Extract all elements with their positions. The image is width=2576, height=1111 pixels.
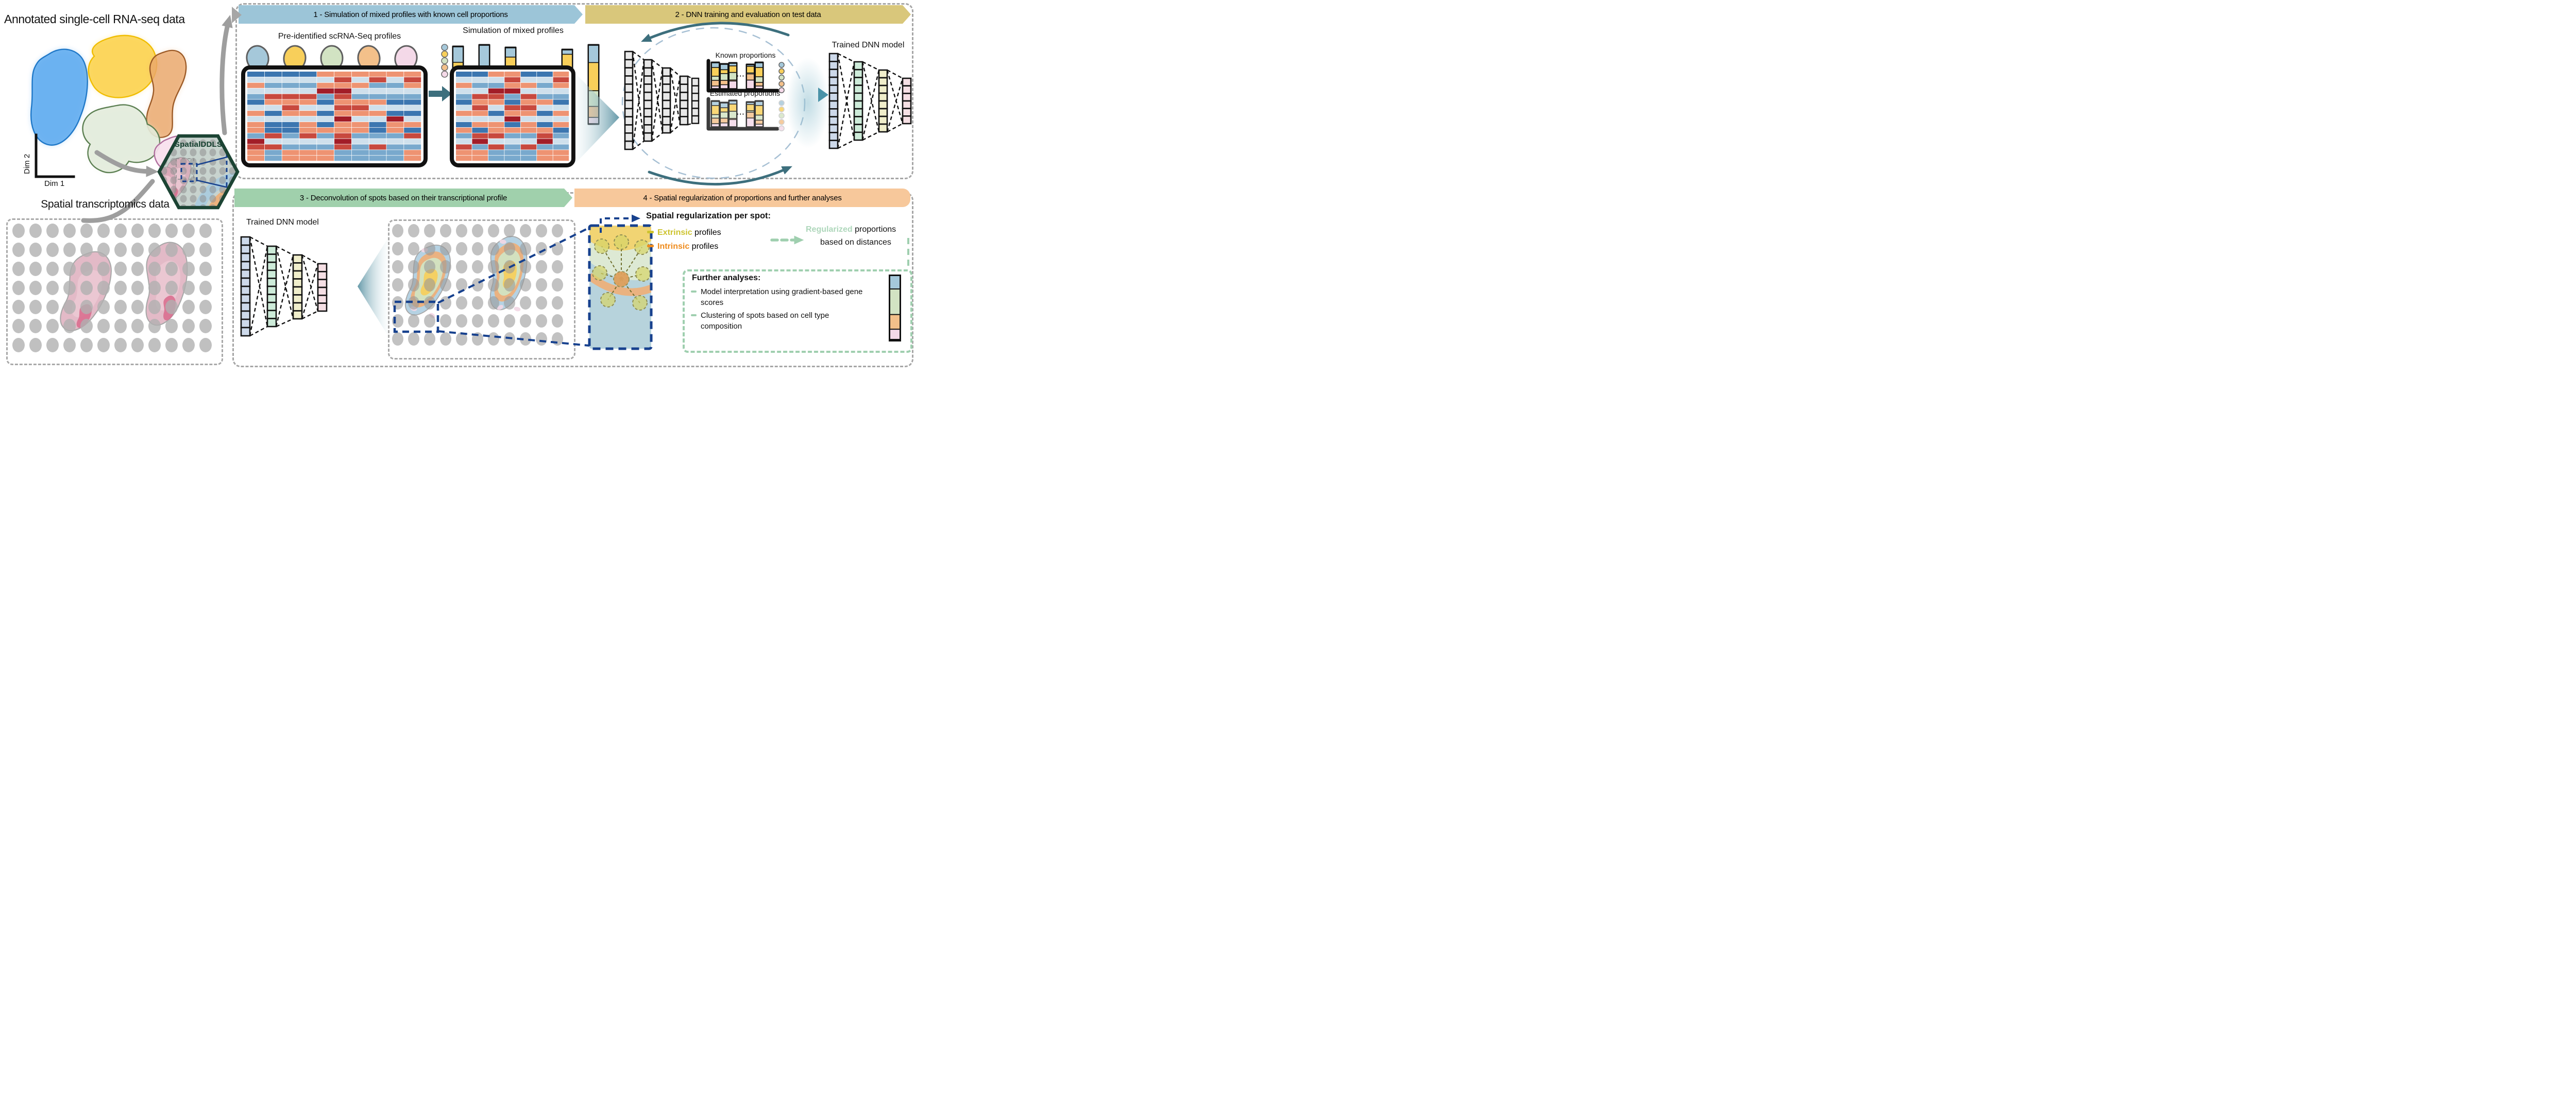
further-analyses-item: Clustering of spots based on cell type c… <box>691 310 869 332</box>
spatialddls-logo-label: SpatialDDLS <box>174 140 223 149</box>
regularized-term: Regularized <box>806 225 853 234</box>
intrinsic-rest: profiles <box>689 242 719 251</box>
label-regularized-proportions: Regularized proportions <box>806 225 896 234</box>
dnn-in-training <box>624 50 689 150</box>
label-based-on-distances: based on distances <box>820 238 891 247</box>
regularized-rest: proportions <box>852 225 896 234</box>
further-item-2-text: Clustering of spots based on cell type c… <box>701 311 829 331</box>
legend-extrinsic-profiles: Extrinsic profiles <box>647 228 721 237</box>
dim2-axis-label: Dim 2 <box>23 153 31 174</box>
step-banner-3: 3 - Deconvolution of spots based on thei… <box>234 189 572 207</box>
intrinsic-dash-icon <box>647 245 654 247</box>
extrinsic-dash-icon <box>647 231 654 233</box>
label-preidentified-profiles: Pre-identified scRNA-Seq profiles <box>278 32 401 41</box>
deconvolved-spots-box <box>388 219 575 360</box>
step-banner-1-label: 1 - Simulation of mixed profiles with kn… <box>313 10 508 19</box>
label-known-proportions: Known proportions <box>715 51 776 59</box>
known-proportions-stacks <box>706 59 785 93</box>
legend-intrinsic-profiles: Intrinsic profiles <box>647 242 718 251</box>
figure-canvas: 1 - Simulation of mixed profiles with kn… <box>0 0 916 370</box>
title-spatial-transcriptomics: Spatial transcriptomics data <box>41 198 170 210</box>
panel-deconvolution-and-regularization <box>232 192 913 367</box>
trained-dnn-top <box>828 53 912 149</box>
spatial-spots <box>12 224 212 352</box>
funnel-right-icon <box>575 73 619 164</box>
into-dnn-arrow-icon <box>818 88 828 102</box>
estimated-proportions-stacks <box>706 97 785 131</box>
step-banner-4: 4 - Spatial regularization of proportion… <box>574 189 910 207</box>
heatmap-single-cell <box>241 65 428 167</box>
label-trained-dnn-top: Trained DNN model <box>832 41 905 49</box>
extrinsic-term: Extrinsic <box>657 228 692 237</box>
trained-dnn-bottom <box>240 236 328 337</box>
step-banner-1: 1 - Simulation of mixed profiles with kn… <box>239 5 583 24</box>
further-analyses-box <box>683 269 912 353</box>
title-annotated-scrnaseq: Annotated single-cell RNA-seq data <box>4 12 185 26</box>
dim-axes <box>35 133 75 178</box>
step-banner-3-label: 3 - Deconvolution of spots based on thei… <box>299 193 507 202</box>
watercolor-glow <box>786 58 829 148</box>
further-analyses-item: Model interpretation using gradient-base… <box>691 286 869 308</box>
known-ellipsis: ··· <box>737 72 745 80</box>
further-item-1-text: Model interpretation using gradient-base… <box>701 287 863 307</box>
funnel-left-icon <box>358 239 387 335</box>
simulate-arrow <box>429 86 452 101</box>
step-banner-2: 2 - DNN training and evaluation on test … <box>585 5 911 24</box>
estimated-ellipsis: ··· <box>737 110 745 118</box>
item-dash-icon <box>691 290 697 293</box>
deconvolved-spots <box>392 224 590 347</box>
label-simulation-mixed-profiles: Simulation of mixed profiles <box>463 26 564 35</box>
item-dash-icon <box>691 314 697 316</box>
zoom-inset <box>588 214 653 350</box>
dnn-output-vector <box>687 76 700 126</box>
step-banner-2-label: 2 - DNN training and evaluation on test … <box>675 10 821 19</box>
heading-further-analyses: Further analyses: <box>692 274 761 282</box>
heatmap-mixed <box>450 65 575 167</box>
cell-type-colorbar <box>889 275 901 341</box>
step-banner-4-label: 4 - Spatial regularization of proportion… <box>643 193 842 202</box>
flow-arrows <box>81 7 242 223</box>
intrinsic-term: Intrinsic <box>657 242 690 251</box>
dim1-axis-label: Dim 1 <box>44 179 65 188</box>
panel-simulation-and-training <box>235 3 913 179</box>
label-trained-dnn-bottom: Trained DNN model <box>246 218 319 227</box>
label-estimated-proportions: Estimated proportions <box>709 89 781 97</box>
heading-spatial-regularization: Spatial regularization per spot: <box>646 211 771 220</box>
regularization-legend-graphics <box>770 235 909 269</box>
spatial-data-box <box>6 218 223 365</box>
extrinsic-rest: profiles <box>692 228 721 237</box>
figure-graphics <box>12 7 912 352</box>
